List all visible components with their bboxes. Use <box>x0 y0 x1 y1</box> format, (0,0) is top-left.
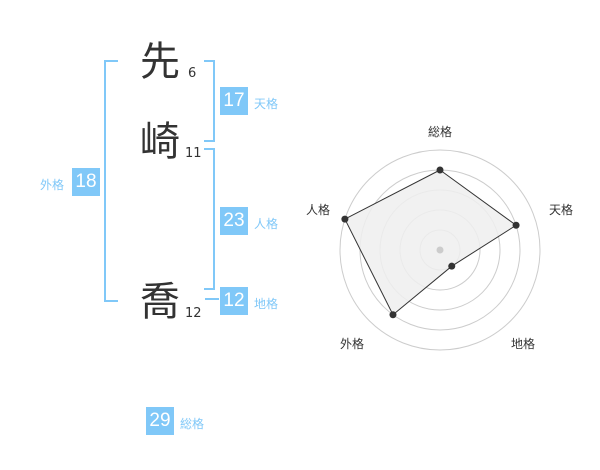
jinkaku-value: 23 <box>220 207 248 235</box>
center-dot <box>436 246 444 254</box>
soukaku-label: 総格 <box>180 417 205 431</box>
radar-area <box>344 169 517 316</box>
soukaku-value: 29 <box>146 407 174 435</box>
axis-label-chikaku: 地格 <box>511 337 536 351</box>
chikaku-connector <box>205 298 219 300</box>
chikaku-value: 12 <box>220 287 248 315</box>
gaikaku-value: 18 <box>72 168 100 196</box>
name-char-1: 先 <box>140 39 180 85</box>
jinkaku-bracket <box>204 148 215 290</box>
data-point-3 <box>448 262 456 270</box>
gaikaku-bracket <box>104 60 118 302</box>
stroke-count-2: 11 <box>185 146 202 161</box>
tenkaku-value: 17 <box>220 87 248 115</box>
axis-label-soukaku: 総格 <box>428 125 453 139</box>
axis-label-jinkaku: 人格 <box>306 203 331 217</box>
stroke-count-1: 6 <box>188 66 197 81</box>
tenkaku-label: 天格 <box>254 97 279 111</box>
axis-label-gaikaku: 外格 <box>340 337 365 351</box>
data-point-4 <box>389 311 397 319</box>
gaikaku-label: 外格 <box>40 178 65 192</box>
stroke-count-3: 12 <box>185 306 202 321</box>
axis-label-tenkaku: 天格 <box>549 203 574 217</box>
name-char-3: 喬 <box>140 279 180 325</box>
name-char-2: 崎 <box>140 119 180 165</box>
data-point-1 <box>436 166 444 174</box>
data-point-5 <box>341 215 349 223</box>
tenkaku-bracket <box>204 60 215 142</box>
grid-ring <box>339 149 541 351</box>
chikaku-label: 地格 <box>254 297 279 311</box>
data-point-2 <box>512 221 520 229</box>
jinkaku-label: 人格 <box>254 217 279 231</box>
